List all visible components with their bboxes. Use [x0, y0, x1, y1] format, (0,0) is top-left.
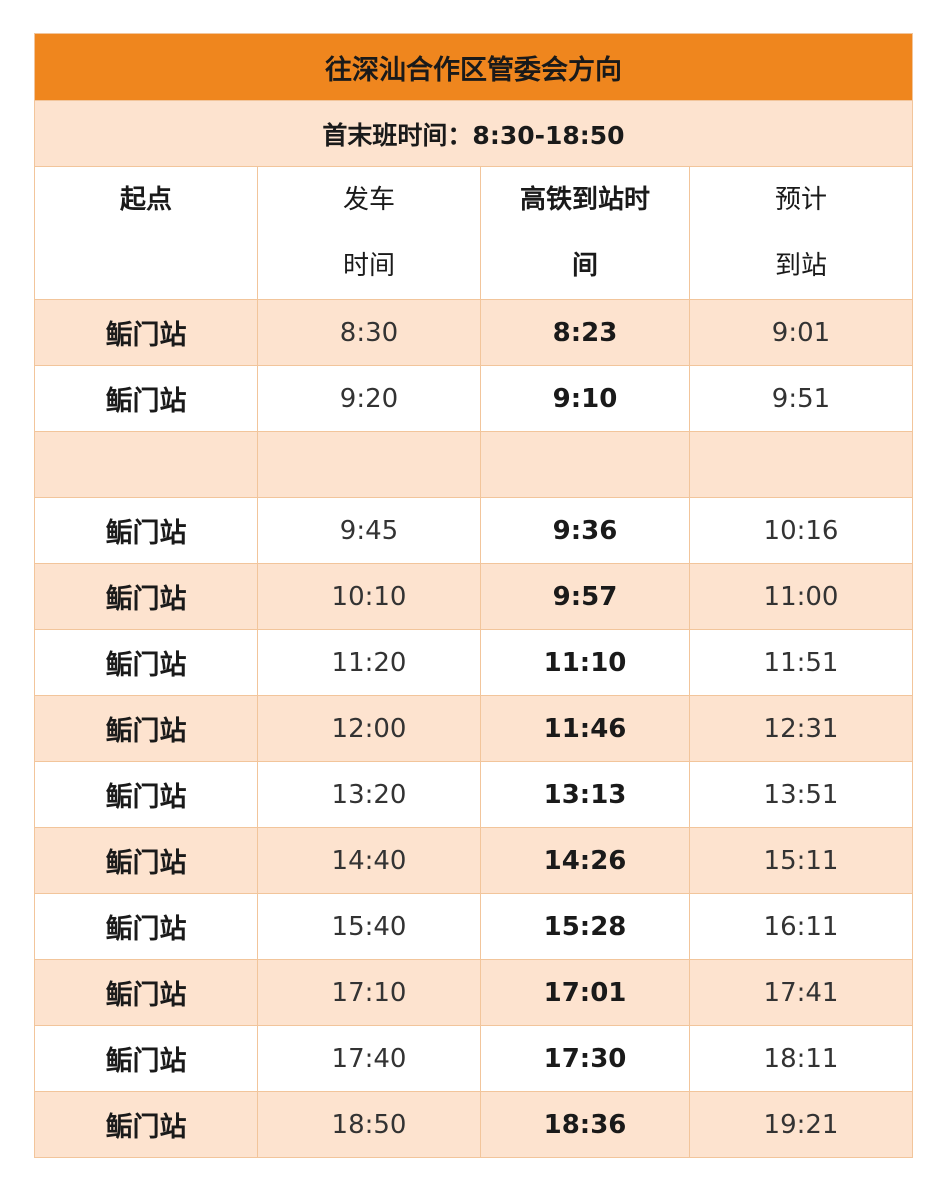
depart-time-cell: 17:10: [257, 959, 481, 1026]
station-cell: 鲘门站: [34, 365, 258, 432]
expected-arrival-cell: 9:01: [689, 299, 913, 366]
depart-time-cell: 11:20: [257, 629, 481, 696]
expected-arrival-cell: 11:51: [689, 629, 913, 696]
station-cell: 鲘门站: [34, 893, 258, 960]
station-cell: [34, 431, 258, 498]
expected-arrival-cell: 12:31: [689, 695, 913, 762]
depart-time-cell: 9:45: [257, 497, 481, 564]
title-row: 往深汕合作区管委会方向: [34, 33, 913, 101]
depart-time-cell: 14:40: [257, 827, 481, 894]
table-row: 鲘门站 14:40 14:26 15:11: [34, 827, 913, 894]
depart-time-cell: 10:10: [257, 563, 481, 630]
station-cell: 鲘门站: [34, 563, 258, 630]
train-arrival-cell: 13:13: [480, 761, 690, 828]
header-arrive: 预计 到站: [689, 166, 913, 300]
bus-schedule-table: 往深汕合作区管委会方向 首末班时间：8:30-18:50 起点 发车 时间 高铁…: [34, 33, 913, 1158]
train-arrival-cell: 8:23: [480, 299, 690, 366]
station-cell: 鲘门站: [34, 1025, 258, 1092]
header-start-label: 起点: [119, 185, 172, 215]
train-arrival-cell: 14:26: [480, 827, 690, 894]
station-cell: 鲘门站: [34, 629, 258, 696]
table-row: 鲘门站 10:10 9:57 11:00: [34, 563, 913, 630]
depart-time-cell: [257, 431, 481, 498]
header-depart-line1: 发车: [342, 185, 395, 215]
header-start: 起点: [34, 166, 258, 300]
train-arrival-cell: 9:36: [480, 497, 690, 564]
table-row: 鲘门站 9:45 9:36 10:16: [34, 497, 913, 564]
train-arrival-cell: 18:36: [480, 1091, 690, 1158]
train-arrival-cell: 15:28: [480, 893, 690, 960]
header-depart-line2: 时间: [342, 251, 395, 281]
train-arrival-cell: 11:10: [480, 629, 690, 696]
station-cell: 鲘门站: [34, 1091, 258, 1158]
expected-arrival-cell: 18:11: [689, 1025, 913, 1092]
expected-arrival-cell: 10:16: [689, 497, 913, 564]
table-row: 鲘门站 17:40 17:30 18:11: [34, 1025, 913, 1092]
depart-time-cell: 17:40: [257, 1025, 481, 1092]
station-cell: 鲘门站: [34, 761, 258, 828]
header-train-line2: 间: [571, 251, 598, 281]
station-cell: 鲘门站: [34, 959, 258, 1026]
header-arrive-line1: 预计: [774, 185, 827, 215]
train-arrival-cell: 17:30: [480, 1025, 690, 1092]
depart-time-cell: 13:20: [257, 761, 481, 828]
depart-time-cell: 15:40: [257, 893, 481, 960]
expected-arrival-cell: 16:11: [689, 893, 913, 960]
table-row: 鲘门站 12:00 11:46 12:31: [34, 695, 913, 762]
table-row: 鲘门站 9:20 9:10 9:51: [34, 365, 913, 432]
service-hours: 首末班时间：8:30-18:50: [34, 100, 913, 167]
station-cell: 鲘门站: [34, 827, 258, 894]
train-arrival-cell: 17:01: [480, 959, 690, 1026]
train-arrival-cell: 11:46: [480, 695, 690, 762]
table-row: 鲘门站 13:20 13:13 13:51: [34, 761, 913, 828]
column-header-row: 起点 发车 时间 高铁到站时 间 预计 到站: [34, 166, 913, 300]
depart-time-cell: 8:30: [257, 299, 481, 366]
depart-time-cell: 9:20: [257, 365, 481, 432]
expected-arrival-cell: 19:21: [689, 1091, 913, 1158]
station-cell: 鲘门站: [34, 695, 258, 762]
expected-arrival-cell: 11:00: [689, 563, 913, 630]
table-row: 鲘门站 15:40 15:28 16:11: [34, 893, 913, 960]
route-title: 往深汕合作区管委会方向: [34, 33, 913, 101]
header-arrive-line2: 到站: [774, 251, 827, 281]
expected-arrival-cell: 13:51: [689, 761, 913, 828]
station-cell: 鲘门站: [34, 497, 258, 564]
expected-arrival-cell: [689, 431, 913, 498]
table-row: 鲘门站 17:10 17:01 17:41: [34, 959, 913, 1026]
train-arrival-cell: [480, 431, 690, 498]
depart-time-cell: 12:00: [257, 695, 481, 762]
table-row: 鲘门站 8:30 8:23 9:01: [34, 299, 913, 366]
train-arrival-cell: 9:10: [480, 365, 690, 432]
station-cell: 鲘门站: [34, 299, 258, 366]
expected-arrival-cell: 9:51: [689, 365, 913, 432]
expected-arrival-cell: 17:41: [689, 959, 913, 1026]
table-row: [34, 431, 913, 498]
header-depart: 发车 时间: [257, 166, 481, 300]
table-row: 鲘门站 18:50 18:36 19:21: [34, 1091, 913, 1158]
table-row: 鲘门站 11:20 11:10 11:51: [34, 629, 913, 696]
header-train: 高铁到站时 间: [480, 166, 690, 300]
depart-time-cell: 18:50: [257, 1091, 481, 1158]
header-train-line1: 高铁到站时: [519, 185, 650, 215]
train-arrival-cell: 9:57: [480, 563, 690, 630]
expected-arrival-cell: 15:11: [689, 827, 913, 894]
service-hours-row: 首末班时间：8:30-18:50: [34, 100, 913, 167]
